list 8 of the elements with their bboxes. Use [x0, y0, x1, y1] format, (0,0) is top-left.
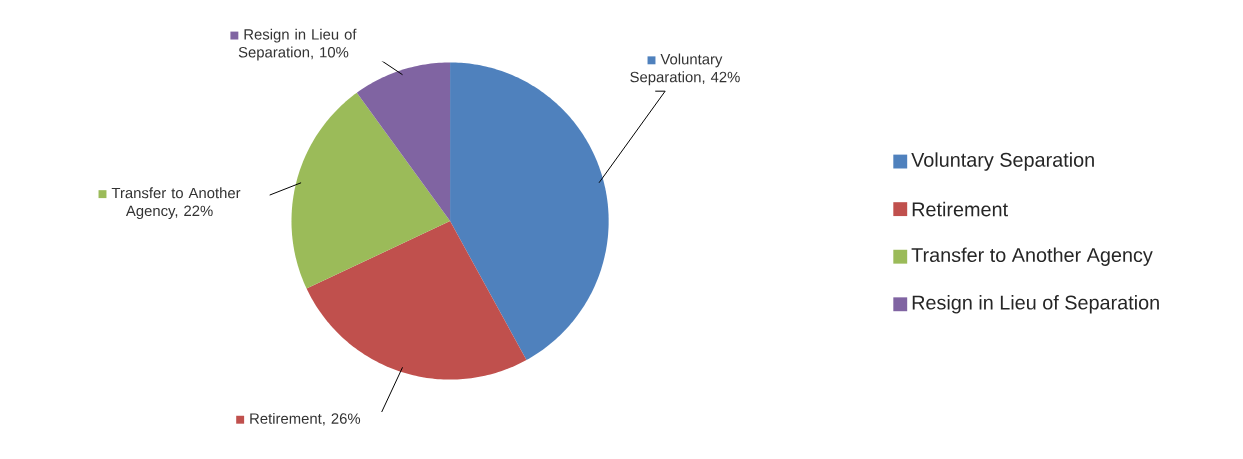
legend-label: Resign in Lieu of Separation	[912, 295, 1159, 314]
data-label: Retirement, 26%	[250, 412, 361, 426]
data-label: Voluntary Separation, 42%	[630, 53, 740, 86]
data-label: Resign in Lieu of Separation, 10%	[238, 28, 357, 61]
legend-label: Transfer to Another Agency	[911, 247, 1153, 266]
legend-label: Voluntary Separation	[911, 152, 1094, 171]
data-label: Transfer to Another Agency, 22%	[111, 187, 241, 220]
legend-label: Retirement	[912, 201, 1008, 217]
